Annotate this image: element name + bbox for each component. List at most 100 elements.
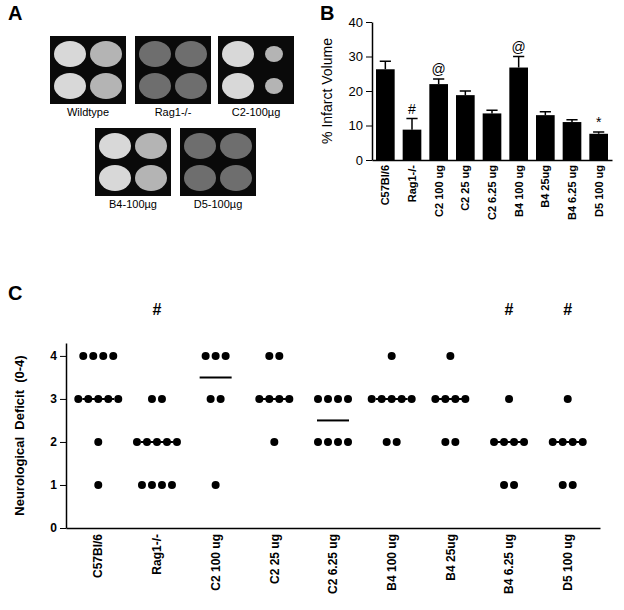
brain-section (184, 133, 216, 159)
dot (324, 395, 332, 403)
tick-label: Rag1-/- (150, 534, 164, 575)
dot (383, 438, 391, 446)
dot (79, 352, 87, 360)
tick-label: C2 100 ug (209, 534, 223, 591)
tick-mark (366, 22, 372, 23)
dot (408, 395, 416, 403)
dot (99, 352, 107, 360)
dot (212, 352, 220, 360)
tick-label: 0 (356, 153, 363, 168)
brain-image (50, 36, 126, 104)
annotation: @ (512, 39, 526, 55)
dot (569, 481, 577, 489)
median-line (493, 441, 525, 443)
tick-label: C2 25 ug (268, 534, 282, 584)
tick-label: B4 6.25 ug (502, 534, 516, 594)
tick: 20 (349, 84, 372, 99)
brain-section (90, 73, 122, 99)
axis-line (373, 160, 613, 162)
tick: 2 (50, 435, 66, 449)
tick-mark (60, 399, 66, 400)
error-bar (540, 112, 551, 115)
dot (207, 395, 215, 403)
dot (559, 481, 567, 489)
dot (217, 395, 225, 403)
tick: C2 25 ug (459, 165, 471, 211)
error-bar (486, 110, 497, 113)
error-bar (566, 120, 577, 122)
tick-label: 0 (50, 521, 57, 535)
dot (109, 352, 117, 360)
tick-mark (60, 442, 66, 443)
tick: C2 6.25 ug (326, 534, 340, 594)
tick: B4 6.25 ug (502, 534, 516, 594)
axis-line (66, 344, 68, 529)
annotation: # (563, 301, 572, 318)
dot (275, 352, 283, 360)
brain-section (54, 41, 86, 67)
dot (158, 395, 166, 403)
tick-label: 40 (349, 15, 363, 30)
dot (324, 438, 332, 446)
tick-mark (60, 528, 66, 529)
dot (314, 395, 322, 403)
dot (446, 352, 454, 360)
dot (393, 438, 401, 446)
brain-image (135, 36, 211, 104)
annotation: * (596, 114, 602, 130)
tick-label: B4 6.25 ug (566, 165, 578, 220)
tick: C57Bl/6 (91, 534, 105, 578)
x-axis: C57Bl/6 Rag1-/- C2 100 ug C2 25 ug C2 6.25 u… (67, 529, 601, 595)
dot (158, 481, 166, 489)
image-frame (218, 36, 294, 104)
tick: C2 100 ug (433, 165, 445, 217)
dot (344, 395, 352, 403)
dot (202, 352, 210, 360)
dot (173, 438, 181, 446)
tick-mark (366, 126, 372, 127)
median-line (376, 398, 408, 400)
brain-section (135, 165, 167, 191)
tick-label: B4 100 ug (385, 534, 399, 591)
tick: C57Bl/6 (379, 165, 391, 205)
brain-section (220, 133, 252, 159)
dot (265, 352, 273, 360)
dot (505, 395, 513, 403)
brain-image (180, 128, 256, 196)
y-axis: 01234 (50, 344, 66, 536)
error-bar (513, 57, 524, 68)
y-axis: 0 10 20 30 40 (349, 15, 373, 168)
dot (314, 438, 322, 446)
brain-section (265, 46, 283, 62)
brain-section (220, 165, 252, 191)
tick-label: 4 (50, 349, 57, 363)
dot (388, 352, 396, 360)
brain-section (175, 41, 207, 67)
tick-label: B4 25ug (444, 534, 458, 581)
tick: 40 (349, 15, 372, 30)
bar (483, 113, 502, 160)
bar (563, 122, 582, 160)
brain-section (135, 133, 167, 159)
tick: 10 (349, 118, 372, 133)
image-label: Rag1-/- (155, 106, 192, 118)
error-bar (433, 79, 444, 84)
tick-label: C2 6.25 ug (326, 534, 340, 594)
error-bar (380, 61, 391, 69)
median-line (434, 398, 466, 400)
tick-mark (366, 160, 372, 161)
brain-section (99, 133, 131, 159)
tick-label: C2 25 ug (459, 165, 471, 211)
tick-label: 1 (50, 478, 57, 492)
tick-label: 30 (349, 49, 363, 64)
bar (456, 95, 475, 160)
image-label: B4-100µg (109, 198, 157, 210)
axis-line (67, 528, 601, 530)
dot (500, 481, 508, 489)
tick-mark (366, 57, 372, 58)
annotation: @ (432, 61, 446, 77)
dot (212, 481, 220, 489)
image-frame (95, 128, 171, 196)
dot (138, 481, 146, 489)
median-line (317, 419, 349, 421)
